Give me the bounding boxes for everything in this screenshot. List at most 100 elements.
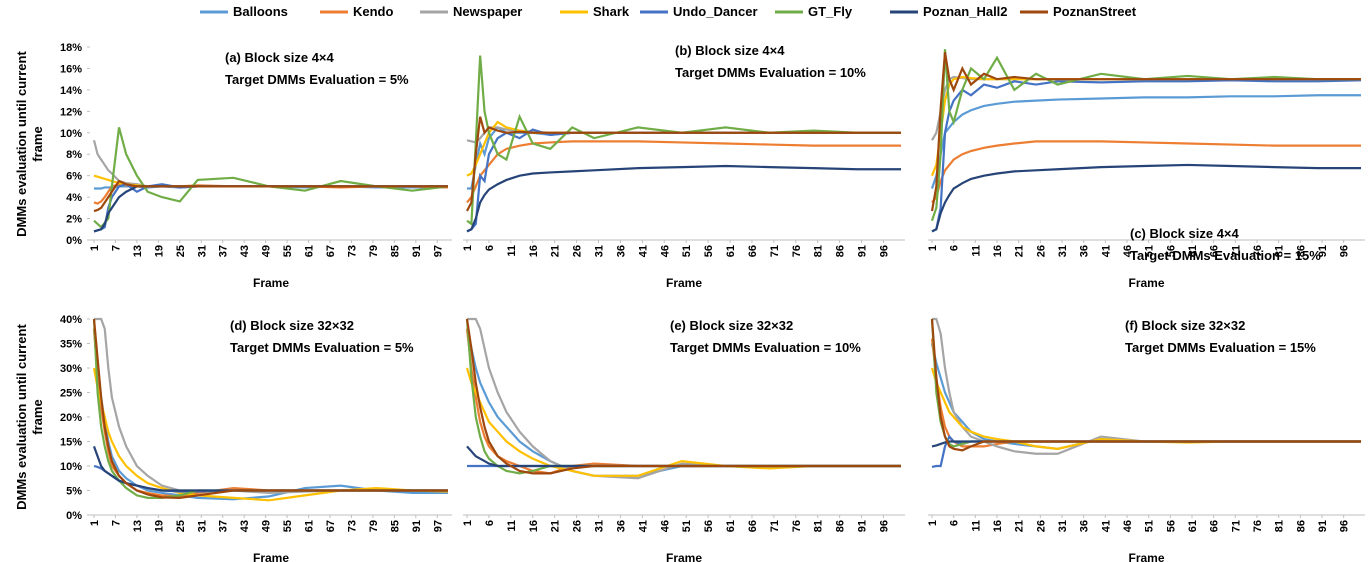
chart-title: (e) Block size 32×32 — [670, 318, 793, 333]
x-tick-label: 76 — [1252, 520, 1264, 532]
x-tick-label: 66 — [747, 520, 759, 532]
x-tick-label: 11 — [506, 520, 518, 532]
x-tick-label: 81 — [1274, 245, 1286, 257]
x-tick-label: 6 — [484, 520, 496, 526]
x-axis-label: Frame — [666, 551, 702, 562]
chart-subtitle: Target DMMs Evaluation = 15% — [1130, 248, 1321, 263]
chart-subtitle: Target DMMs Evaluation = 5% — [225, 72, 409, 87]
y-tick-label: 35% — [60, 339, 82, 351]
x-tick-label: 21 — [550, 520, 562, 532]
x-tick-label: 26 — [1035, 245, 1047, 257]
x-tick-label: 97 — [432, 520, 444, 532]
x-tick-label: 71 — [769, 520, 781, 532]
series-line — [465, 367, 901, 477]
x-tick-label: 11 — [970, 245, 982, 257]
y-tick-label: 30% — [60, 363, 82, 375]
x-tick-label: 16 — [992, 520, 1004, 532]
y-tick-label: 25% — [60, 388, 82, 400]
x-tick-label: 51 — [1144, 245, 1156, 257]
series-line — [930, 343, 1361, 450]
x-tick-label: 56 — [1165, 245, 1177, 257]
x-axis-label: Frame — [666, 276, 702, 290]
chart-title: (d) Block size 32×32 — [230, 318, 354, 333]
series-line — [466, 140, 901, 204]
y-axis-label: DMMs evaluation until current frame — [14, 324, 45, 510]
x-tick-label: 46 — [1122, 245, 1134, 257]
subplot: 1 6 11 16 21 26 31 36 41 46 51 56 61 66 71 76 81 86 91 96Fr… — [927, 317, 1365, 562]
series-line — [93, 179, 448, 213]
x-tick-label: 81 — [813, 520, 825, 532]
y-tick-label: 14% — [60, 85, 82, 97]
x-tick-label: 86 — [1295, 520, 1307, 532]
series-line — [466, 55, 901, 227]
x-tick-label: 6 — [949, 245, 961, 251]
x-tick-label: 21 — [1014, 520, 1026, 532]
y-tick-label: 2% — [66, 214, 82, 226]
series-line — [930, 52, 1361, 212]
x-tick-label: 31 — [1057, 520, 1069, 532]
x-tick-label: 13 — [132, 520, 144, 532]
legend-label: GT_Fly — [808, 4, 853, 19]
x-tick-label: 19 — [153, 520, 165, 532]
x-tick-label: 13 — [132, 245, 144, 257]
chart-subtitle: Target DMMs Evaluation = 10% — [670, 340, 861, 355]
series-line — [93, 185, 448, 233]
x-tick-label: 79 — [368, 245, 380, 257]
x-tick-label: 6 — [484, 245, 496, 251]
x-tick-label: 81 — [1274, 520, 1286, 532]
x-tick-label: 51 — [681, 245, 693, 257]
x-tick-label: 86 — [835, 520, 847, 532]
x-tick-label: 19 — [153, 245, 165, 257]
x-tick-label: 25 — [175, 245, 187, 257]
x-tick-label: 55 — [282, 245, 294, 257]
x-tick-label: 31 — [196, 245, 208, 257]
x-tick-label: 46 — [659, 245, 671, 257]
x-tick-label: 85 — [389, 520, 401, 532]
chart-title: (f) Block size 32×32 — [1125, 318, 1245, 333]
y-tick-label: 20% — [60, 412, 82, 424]
legend-label: Shark — [593, 4, 630, 19]
x-tick-label: 7 — [110, 245, 122, 251]
x-tick-label: 61 — [304, 245, 316, 257]
y-tick-label: 5% — [66, 486, 82, 498]
series-line — [931, 79, 1362, 233]
subplot: 1 6 11 16 21 26 31 36 41 46 51 56 61 66 71 76 81 86 91 96Fr… — [462, 317, 905, 562]
y-tick-label: 40% — [60, 314, 82, 326]
x-tick-label: 41 — [637, 245, 649, 257]
x-tick-label: 71 — [1230, 520, 1242, 532]
legend-label: Kendo — [353, 4, 394, 19]
chart-subtitle: Target DMMs Evaluation = 10% — [675, 65, 866, 80]
series-line — [930, 318, 1361, 448]
x-tick-label: 73 — [346, 245, 358, 257]
x-tick-label: 1 — [462, 245, 474, 251]
x-tick-label: 56 — [703, 245, 715, 257]
x-tick-label: 66 — [1209, 520, 1221, 532]
x-tick-label: 16 — [528, 520, 540, 532]
x-tick-label: 16 — [528, 245, 540, 257]
x-axis-label: Frame — [253, 276, 289, 290]
x-tick-label: 37 — [218, 520, 230, 532]
x-tick-label: 11 — [506, 245, 518, 257]
x-axis-label: Frame — [1128, 276, 1164, 290]
series-line — [930, 49, 1361, 222]
x-tick-label: 71 — [769, 245, 781, 257]
x-tick-label: 49 — [261, 520, 273, 532]
x-tick-label: 43 — [239, 245, 251, 257]
x-tick-label: 41 — [1100, 245, 1112, 257]
subplot: 1 6 11 16 21 26 31 36 41 46 51 56 61 66 71 76 81 86 91 96Fr… — [462, 43, 905, 290]
x-tick-label: 1 — [462, 520, 474, 526]
x-tick-label: 96 — [1339, 245, 1351, 257]
series-line — [93, 127, 449, 229]
x-tick-label: 31 — [594, 245, 606, 257]
x-tick-label: 91 — [411, 245, 423, 257]
x-tick-label: 67 — [325, 245, 337, 257]
x-tick-label: 21 — [550, 245, 562, 257]
x-tick-label: 71 — [1230, 245, 1242, 257]
series-line — [93, 174, 448, 188]
x-tick-label: 81 — [813, 245, 825, 257]
x-tick-label: 61 — [1187, 245, 1199, 257]
series-line — [467, 125, 901, 190]
x-tick-label: 51 — [681, 520, 693, 532]
